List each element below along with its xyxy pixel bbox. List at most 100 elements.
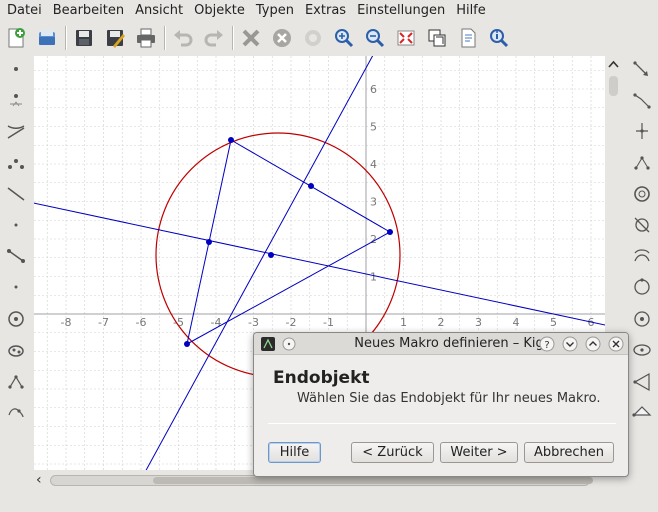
save-as-icon[interactable] bbox=[102, 25, 128, 51]
scroll-up-icon[interactable] bbox=[607, 58, 620, 71]
main-toolbar bbox=[0, 22, 658, 54]
vertex-point[interactable] bbox=[228, 137, 234, 143]
back-button[interactable]: < Zurück bbox=[351, 442, 434, 463]
circle-by-points-tool-icon[interactable] bbox=[629, 274, 655, 300]
redo-icon[interactable] bbox=[201, 25, 227, 51]
document-properties-icon[interactable] bbox=[455, 25, 481, 51]
next-button[interactable]: Weiter > bbox=[440, 442, 518, 463]
centroid-point[interactable] bbox=[268, 252, 274, 258]
perpendicular-tool-icon[interactable] bbox=[629, 118, 655, 144]
y-tick-label: 5 bbox=[370, 121, 377, 134]
point-on-object-tool-icon[interactable] bbox=[3, 212, 29, 238]
similitude-tool-icon[interactable] bbox=[629, 399, 655, 425]
x-tick-label: -8 bbox=[61, 316, 72, 329]
print-icon[interactable] bbox=[133, 25, 159, 51]
x-tick-label: -5 bbox=[173, 316, 184, 329]
x-tick-label: -1 bbox=[323, 316, 334, 329]
window-menu-icon[interactable] bbox=[282, 337, 296, 351]
intersection-tool-icon[interactable] bbox=[3, 118, 29, 144]
line-tool-icon[interactable] bbox=[3, 181, 29, 207]
open-icon[interactable] bbox=[34, 25, 60, 51]
vector-tool-icon[interactable] bbox=[629, 56, 655, 82]
repeat-icon[interactable] bbox=[300, 25, 326, 51]
menu-objekte[interactable]: Objekte bbox=[194, 3, 245, 18]
dialog-instruction: Wählen Sie das Endobjekt für Ihr neues M… bbox=[297, 391, 601, 406]
x-tick-label: 4 bbox=[513, 316, 520, 329]
line-b[interactable] bbox=[144, 56, 378, 470]
horizontal-scroll-thumb[interactable] bbox=[153, 477, 593, 484]
midpoint-point[interactable] bbox=[206, 239, 212, 245]
zoom-in-icon[interactable] bbox=[331, 25, 357, 51]
right-object-toolbar bbox=[627, 56, 657, 430]
maximize-icon[interactable] bbox=[585, 336, 601, 352]
y-tick-label: 1 bbox=[370, 271, 377, 284]
dialog-title-bar[interactable]: Neues Makro definieren – Kig ? bbox=[254, 333, 628, 355]
polygon-tool-icon[interactable] bbox=[3, 368, 29, 394]
menu-extras[interactable]: Extras bbox=[304, 3, 347, 18]
midpoint-tool-icon[interactable] bbox=[3, 274, 29, 300]
y-axis-tick-labels: 1 2 3 4 5 6 bbox=[370, 83, 377, 284]
y-tick-label: 6 bbox=[370, 83, 377, 96]
dialog-heading: Endobjekt bbox=[273, 368, 370, 388]
delete-icon[interactable] bbox=[238, 25, 264, 51]
fit-to-screen-icon[interactable] bbox=[393, 25, 419, 51]
angle-tool-icon[interactable] bbox=[629, 306, 655, 332]
triangle-transform-tool-icon[interactable] bbox=[629, 368, 655, 394]
x-tick-label: -3 bbox=[248, 316, 259, 329]
x-axis-tick-labels: -9-8-7-6-5-4-3-2-1123456 bbox=[61, 316, 595, 329]
menu-typen[interactable]: Typen bbox=[255, 3, 294, 18]
rotation-tool-icon[interactable] bbox=[629, 181, 655, 207]
scale-tool-icon[interactable] bbox=[629, 212, 655, 238]
new-document-icon[interactable] bbox=[3, 25, 29, 51]
locus-tool-icon[interactable] bbox=[3, 399, 29, 425]
menu-hilfe[interactable]: Hilfe bbox=[456, 3, 486, 18]
vertex-point[interactable] bbox=[387, 229, 393, 235]
line-a[interactable] bbox=[34, 201, 605, 328]
vector-sum-tool-icon[interactable] bbox=[629, 87, 655, 113]
menu-datei[interactable]: Datei bbox=[7, 3, 42, 18]
cancel-construction-icon[interactable] bbox=[269, 25, 295, 51]
help-button[interactable]: Hilfe bbox=[268, 442, 321, 463]
x-tick-label: -6 bbox=[136, 316, 147, 329]
x-tick-label: 2 bbox=[438, 316, 445, 329]
toolbar-separator bbox=[232, 26, 234, 50]
y-tick-label: 3 bbox=[370, 196, 377, 209]
x-tick-label: -7 bbox=[98, 316, 109, 329]
triangle-side-ca[interactable] bbox=[186, 231, 391, 345]
context-help-icon[interactable]: ? bbox=[539, 336, 555, 352]
vertex-point[interactable] bbox=[184, 341, 190, 347]
y-tick-label: 4 bbox=[370, 158, 377, 171]
arc-tool-icon[interactable] bbox=[3, 337, 29, 363]
export-icon[interactable] bbox=[424, 25, 450, 51]
toolbar-separator bbox=[65, 26, 67, 50]
mirror-point-tool-icon[interactable] bbox=[629, 150, 655, 176]
close-icon[interactable] bbox=[608, 336, 624, 352]
x-tick-label: -2 bbox=[286, 316, 297, 329]
menu-ansicht[interactable]: Ansicht bbox=[135, 3, 184, 18]
new-macro-dialog: Neues Makro definieren – Kig ? Endobjekt… bbox=[253, 332, 629, 477]
minimize-icon[interactable] bbox=[562, 336, 578, 352]
projection-tool-icon[interactable] bbox=[629, 243, 655, 269]
conic-tool-icon[interactable] bbox=[629, 337, 655, 363]
segment-tool-icon[interactable] bbox=[3, 243, 29, 269]
kig-app-icon bbox=[261, 337, 275, 351]
save-icon[interactable] bbox=[71, 25, 97, 51]
dialog-title: Neues Makro definieren – Kig bbox=[354, 336, 544, 351]
y-tick-label: 2 bbox=[370, 233, 377, 246]
dialog-divider bbox=[268, 423, 616, 424]
menu-einstellungen[interactable]: Einstellungen bbox=[357, 3, 446, 18]
x-tick-label: 5 bbox=[550, 316, 557, 329]
circle-tool-icon[interactable] bbox=[3, 306, 29, 332]
midpoint-point[interactable] bbox=[308, 183, 314, 189]
menu-bearbeiten[interactable]: Bearbeiten bbox=[52, 3, 125, 18]
whats-this-icon[interactable] bbox=[486, 25, 512, 51]
point-tool-icon[interactable] bbox=[3, 56, 29, 82]
scroll-left-icon[interactable]: ‹ bbox=[36, 472, 42, 488]
cancel-button[interactable]: Abbrechen bbox=[524, 442, 614, 463]
coordinate-point-tool-icon[interactable] bbox=[3, 87, 29, 113]
undo-icon[interactable] bbox=[170, 25, 196, 51]
x-tick-label: 1 bbox=[400, 316, 407, 329]
vertical-scroll-thumb[interactable] bbox=[609, 76, 618, 96]
multiple-points-tool-icon[interactable] bbox=[3, 150, 29, 176]
zoom-out-icon[interactable] bbox=[362, 25, 388, 51]
